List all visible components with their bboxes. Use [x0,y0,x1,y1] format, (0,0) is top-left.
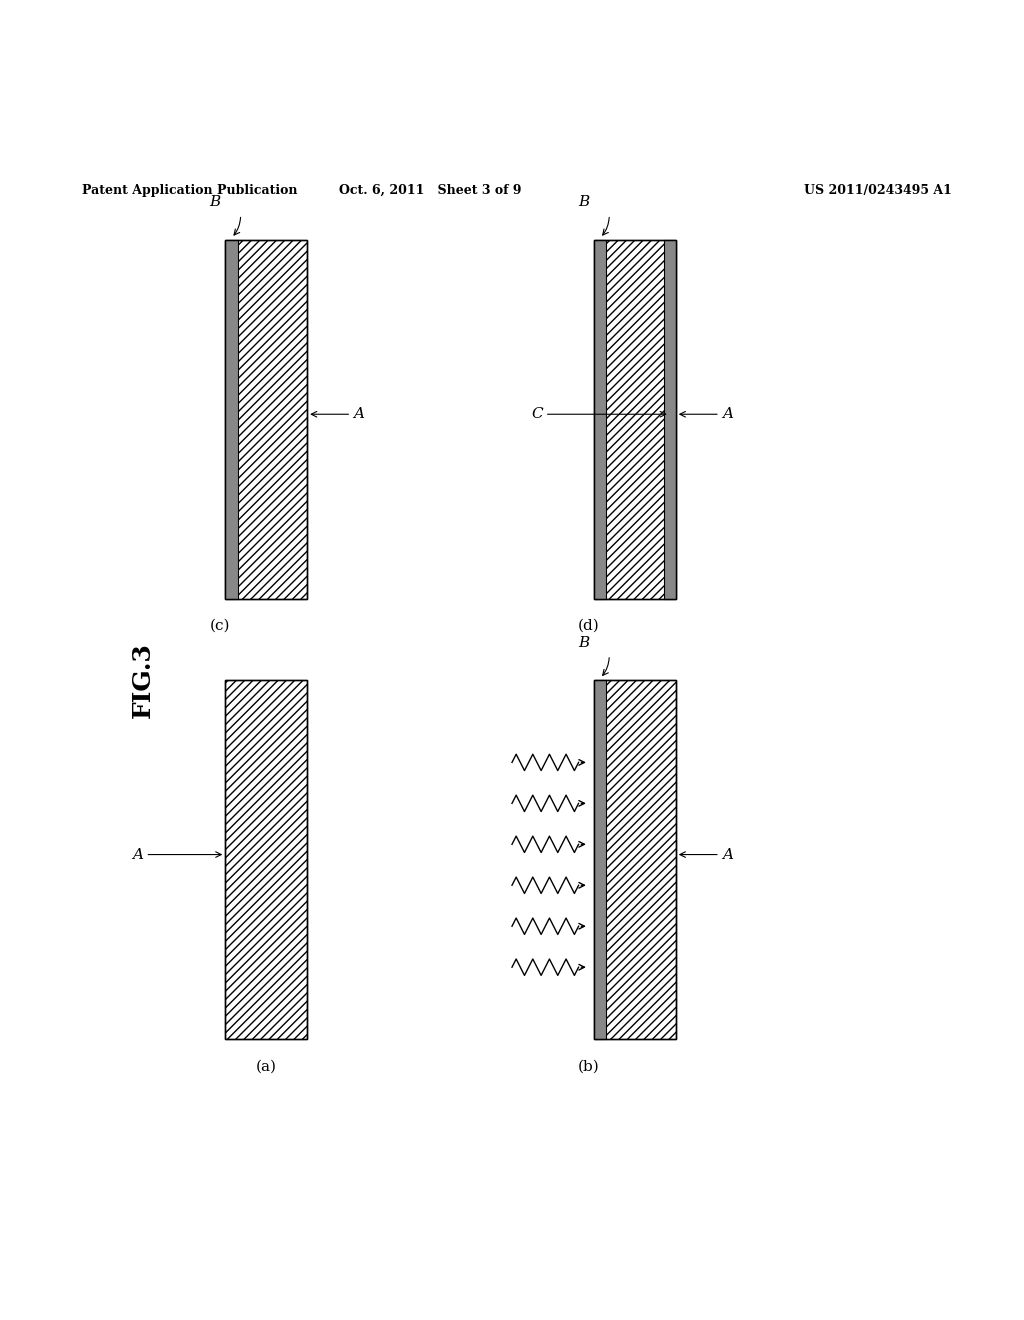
Bar [225,681,307,1039]
Text: A: A [722,408,733,421]
Text: B: B [579,195,589,210]
Bar [225,240,307,598]
Bar [594,681,676,1039]
Bar [594,240,606,598]
Bar [594,240,676,598]
Text: FIG.3: FIG.3 [131,643,156,718]
Text: A: A [353,408,365,421]
Bar [594,681,676,1039]
Text: Patent Application Publication: Patent Application Publication [82,183,297,197]
Text: B: B [210,195,220,210]
Text: US 2011/0243495 A1: US 2011/0243495 A1 [805,183,952,197]
Text: Oct. 6, 2011   Sheet 3 of 9: Oct. 6, 2011 Sheet 3 of 9 [339,183,521,197]
Text: (c): (c) [210,619,230,634]
Text: (b): (b) [578,1060,600,1073]
Bar [225,681,307,1039]
Bar [664,240,676,598]
Bar [594,681,606,1039]
Bar [225,240,307,598]
Text: A: A [132,847,143,862]
Text: C: C [531,408,543,421]
Bar [594,240,676,598]
Text: B: B [579,636,589,649]
Text: (a): (a) [256,1060,276,1073]
Text: (d): (d) [578,619,600,634]
Text: A: A [722,847,733,862]
Bar [225,240,238,598]
